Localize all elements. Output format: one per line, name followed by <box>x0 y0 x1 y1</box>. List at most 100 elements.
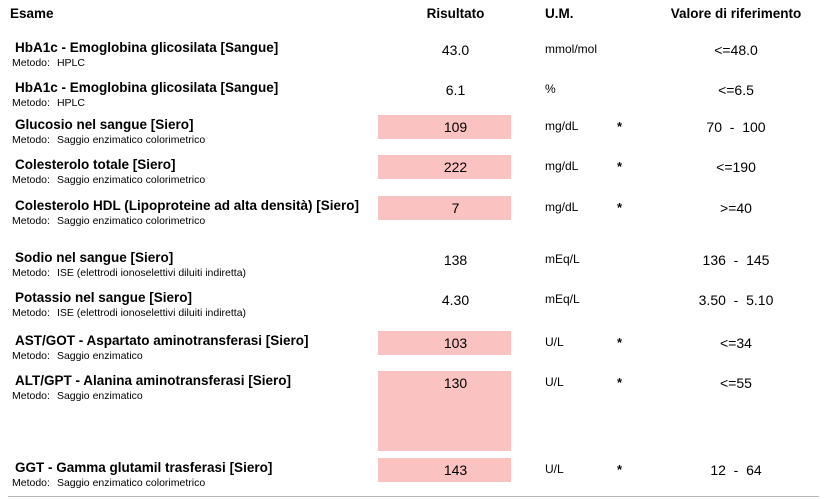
reference-range: 12 - 64 <box>710 462 762 478</box>
unit-label: mg/dL <box>545 200 579 214</box>
unit-label: mg/dL <box>545 159 579 173</box>
unit-label: U/L <box>545 335 564 349</box>
method-value: HPLC <box>56 57 85 69</box>
result-value: 4.30 <box>441 292 470 308</box>
method-value: Saggio enzimatico <box>56 390 143 402</box>
unit-label: mEq/L <box>545 292 580 306</box>
result-cell: 7 <box>378 196 511 220</box>
method-line: Metodo: Saggio enzimatico colorimetrico <box>12 477 378 489</box>
column-header-result: Risultato <box>426 6 485 21</box>
result-value: 143 <box>443 462 468 478</box>
table-row: Sodio nel sangue [Siero] Metodo: ISE (ele… <box>10 248 817 279</box>
result-cell: 43.0 <box>378 38 511 62</box>
method-line: Metodo: Saggio enzimatico colorimetrico <box>12 174 378 186</box>
result-cell: 130 <box>378 371 511 451</box>
exam-name: Colesterolo HDL (Lipoproteine ad alta de… <box>15 198 360 213</box>
result-cell: 109 <box>378 115 511 139</box>
abnormal-flag: * <box>617 200 623 215</box>
abnormal-flag: * <box>617 462 623 477</box>
table-row: Colesterolo HDL (Lipoproteine ad alta de… <box>10 196 817 227</box>
result-value: 43.0 <box>441 42 470 58</box>
exam-name: HbA1c - Emoglobina glicosilata [Sangue] <box>15 40 279 55</box>
table-row: HbA1c - Emoglobina glicosilata [Sangue] … <box>10 38 817 69</box>
exam-name: ALT/GPT - Alanina aminotransferasi [Sier… <box>15 373 292 388</box>
method-label: Metodo: <box>12 97 50 109</box>
unit-label: % <box>545 82 556 96</box>
method-value: Saggio enzimatico colorimetrico <box>56 215 206 227</box>
abnormal-flag: * <box>617 159 623 174</box>
column-header-unit: U.M. <box>545 6 574 21</box>
result-value: 7 <box>451 200 460 216</box>
column-header-exam: Esame <box>10 6 54 21</box>
abnormal-flag: * <box>617 375 623 390</box>
method-line: Metodo: Saggio enzimatico <box>12 390 378 402</box>
method-line: Metodo: HPLC <box>12 97 378 109</box>
method-label: Metodo: <box>12 477 50 489</box>
column-header-row: Esame Risultato U.M. Valore di riferimen… <box>10 6 817 22</box>
abnormal-flag: * <box>617 119 623 134</box>
method-label: Metodo: <box>12 134 50 146</box>
method-value: Saggio enzimatico <box>56 350 143 362</box>
result-cell: 4.30 <box>378 288 511 312</box>
method-line: Metodo: ISE (elettrodi ionoselettivi dilu… <box>12 267 378 279</box>
table-row: Potassio nel sangue [Siero] Metodo: ISE (… <box>10 288 817 319</box>
method-line: Metodo: Saggio enzimatico colorimetrico <box>12 134 378 146</box>
table-row: HbA1c - Emoglobina glicosilata [Sangue] … <box>10 78 817 109</box>
reference-range: <=6.5 <box>718 82 754 98</box>
exam-name: HbA1c - Emoglobina glicosilata [Sangue] <box>15 80 279 95</box>
method-label: Metodo: <box>12 267 50 279</box>
abnormal-flag: * <box>617 335 623 350</box>
method-value: ISE (elettrodi ionoselettivi diluiti ind… <box>56 307 247 319</box>
unit-label: U/L <box>545 462 564 476</box>
method-value: HPLC <box>56 97 85 109</box>
result-cell: 222 <box>378 155 511 179</box>
result-cell: 103 <box>378 331 511 355</box>
table-row: GGT - Gamma glutamil trasferasi [Siero] … <box>10 458 817 489</box>
result-value: 6.1 <box>445 82 466 98</box>
method-label: Metodo: <box>12 350 50 362</box>
exam-name: AST/GOT - Aspartato aminotransferasi [Si… <box>15 333 309 348</box>
method-line: Metodo: ISE (elettrodi ionoselettivi dilu… <box>12 307 378 319</box>
unit-label: mmol/mol <box>545 42 598 56</box>
method-line: Metodo: Saggio enzimatico colorimetrico <box>12 215 378 227</box>
table-row: AST/GOT - Aspartato aminotransferasi [Si… <box>10 331 817 362</box>
table-row: Glucosio nel sangue [Siero] Metodo: Saggi… <box>10 115 817 146</box>
method-value: Saggio enzimatico colorimetrico <box>56 134 206 146</box>
reference-range: >=40 <box>720 200 752 216</box>
reference-range: <=48.0 <box>714 42 758 58</box>
reference-range: <=190 <box>716 159 756 175</box>
result-value: 109 <box>443 119 468 135</box>
unit-label: mEq/L <box>545 252 580 266</box>
result-value: 138 <box>443 252 468 268</box>
reference-range: 3.50 - 5.10 <box>698 292 774 308</box>
result-cell: 143 <box>378 458 511 482</box>
table-row: Colesterolo totale [Siero] Metodo: Saggio… <box>10 155 817 186</box>
result-value: 103 <box>443 335 468 351</box>
method-label: Metodo: <box>12 390 50 402</box>
method-value: ISE (elettrodi ionoselettivi diluiti ind… <box>56 267 247 279</box>
reference-range: <=34 <box>720 335 752 351</box>
reference-range: <=55 <box>720 375 752 391</box>
exam-name: Sodio nel sangue [Siero] <box>15 250 174 265</box>
method-value: Saggio enzimatico colorimetrico <box>56 174 206 186</box>
method-label: Metodo: <box>12 57 50 69</box>
page-footer-divider <box>8 496 819 497</box>
unit-label: mg/dL <box>545 119 579 133</box>
unit-label: U/L <box>545 375 564 389</box>
method-line: Metodo: HPLC <box>12 57 378 69</box>
table-row: ALT/GPT - Alanina aminotransferasi [Sier… <box>10 371 817 451</box>
method-value: Saggio enzimatico colorimetrico <box>56 477 206 489</box>
exam-name: GGT - Gamma glutamil trasferasi [Siero] <box>15 460 273 475</box>
result-cell: 6.1 <box>378 78 511 102</box>
method-label: Metodo: <box>12 215 50 227</box>
exam-name: Colesterolo totale [Siero] <box>15 157 176 172</box>
reference-range: 70 - 100 <box>706 119 766 135</box>
reference-range: 136 - 145 <box>702 252 770 268</box>
method-line: Metodo: Saggio enzimatico <box>12 350 378 362</box>
exam-name: Potassio nel sangue [Siero] <box>15 290 193 305</box>
result-value: 130 <box>443 375 468 391</box>
method-label: Metodo: <box>12 174 50 186</box>
result-value: 222 <box>443 159 468 175</box>
result-cell: 138 <box>378 248 511 272</box>
